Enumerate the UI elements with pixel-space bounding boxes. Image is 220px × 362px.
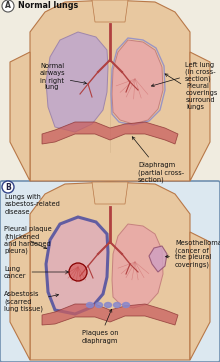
- Polygon shape: [42, 122, 178, 144]
- Polygon shape: [190, 52, 210, 181]
- Ellipse shape: [104, 303, 112, 307]
- Polygon shape: [112, 224, 163, 308]
- Polygon shape: [30, 0, 190, 181]
- Polygon shape: [149, 246, 167, 272]
- Text: Mesothelioma
(cancer of
the pleural
coverings): Mesothelioma (cancer of the pleural cove…: [165, 240, 220, 268]
- Ellipse shape: [114, 303, 121, 307]
- Polygon shape: [92, 182, 128, 204]
- Polygon shape: [46, 217, 108, 314]
- Text: Pleural
coverings
surround
lungs: Pleural coverings surround lungs: [165, 74, 218, 110]
- Text: Left lung
(in cross-
section): Left lung (in cross- section): [151, 62, 216, 87]
- Text: Asbestosis
(scarred
lung tissue): Asbestosis (scarred lung tissue): [4, 291, 59, 312]
- Polygon shape: [46, 32, 108, 132]
- Circle shape: [2, 181, 14, 193]
- Text: Lungs with
asbestos-related
disease: Lungs with asbestos-related disease: [5, 194, 61, 215]
- Polygon shape: [42, 304, 178, 325]
- Text: A: A: [5, 1, 11, 10]
- Ellipse shape: [86, 303, 94, 307]
- Polygon shape: [10, 232, 30, 360]
- Text: Plaques on
diaphragm: Plaques on diaphragm: [82, 309, 118, 344]
- Ellipse shape: [123, 303, 130, 307]
- Polygon shape: [30, 182, 190, 360]
- FancyBboxPatch shape: [0, 181, 220, 362]
- Text: Diaphragm
(partial cross-
section): Diaphragm (partial cross- section): [132, 137, 184, 183]
- Polygon shape: [190, 232, 210, 360]
- Polygon shape: [112, 40, 163, 124]
- Polygon shape: [10, 52, 30, 181]
- Ellipse shape: [95, 303, 103, 307]
- Polygon shape: [92, 0, 128, 22]
- Text: Lung
cancer: Lung cancer: [4, 265, 68, 278]
- Circle shape: [2, 0, 14, 12]
- Text: Normal
airways
in right
lung: Normal airways in right lung: [39, 63, 86, 90]
- Circle shape: [69, 263, 87, 281]
- Text: Pleural plaque
(thickened
and hardened
pleura): Pleural plaque (thickened and hardened p…: [4, 226, 52, 254]
- Text: Normal lungs: Normal lungs: [18, 1, 78, 10]
- Text: B: B: [5, 182, 11, 191]
